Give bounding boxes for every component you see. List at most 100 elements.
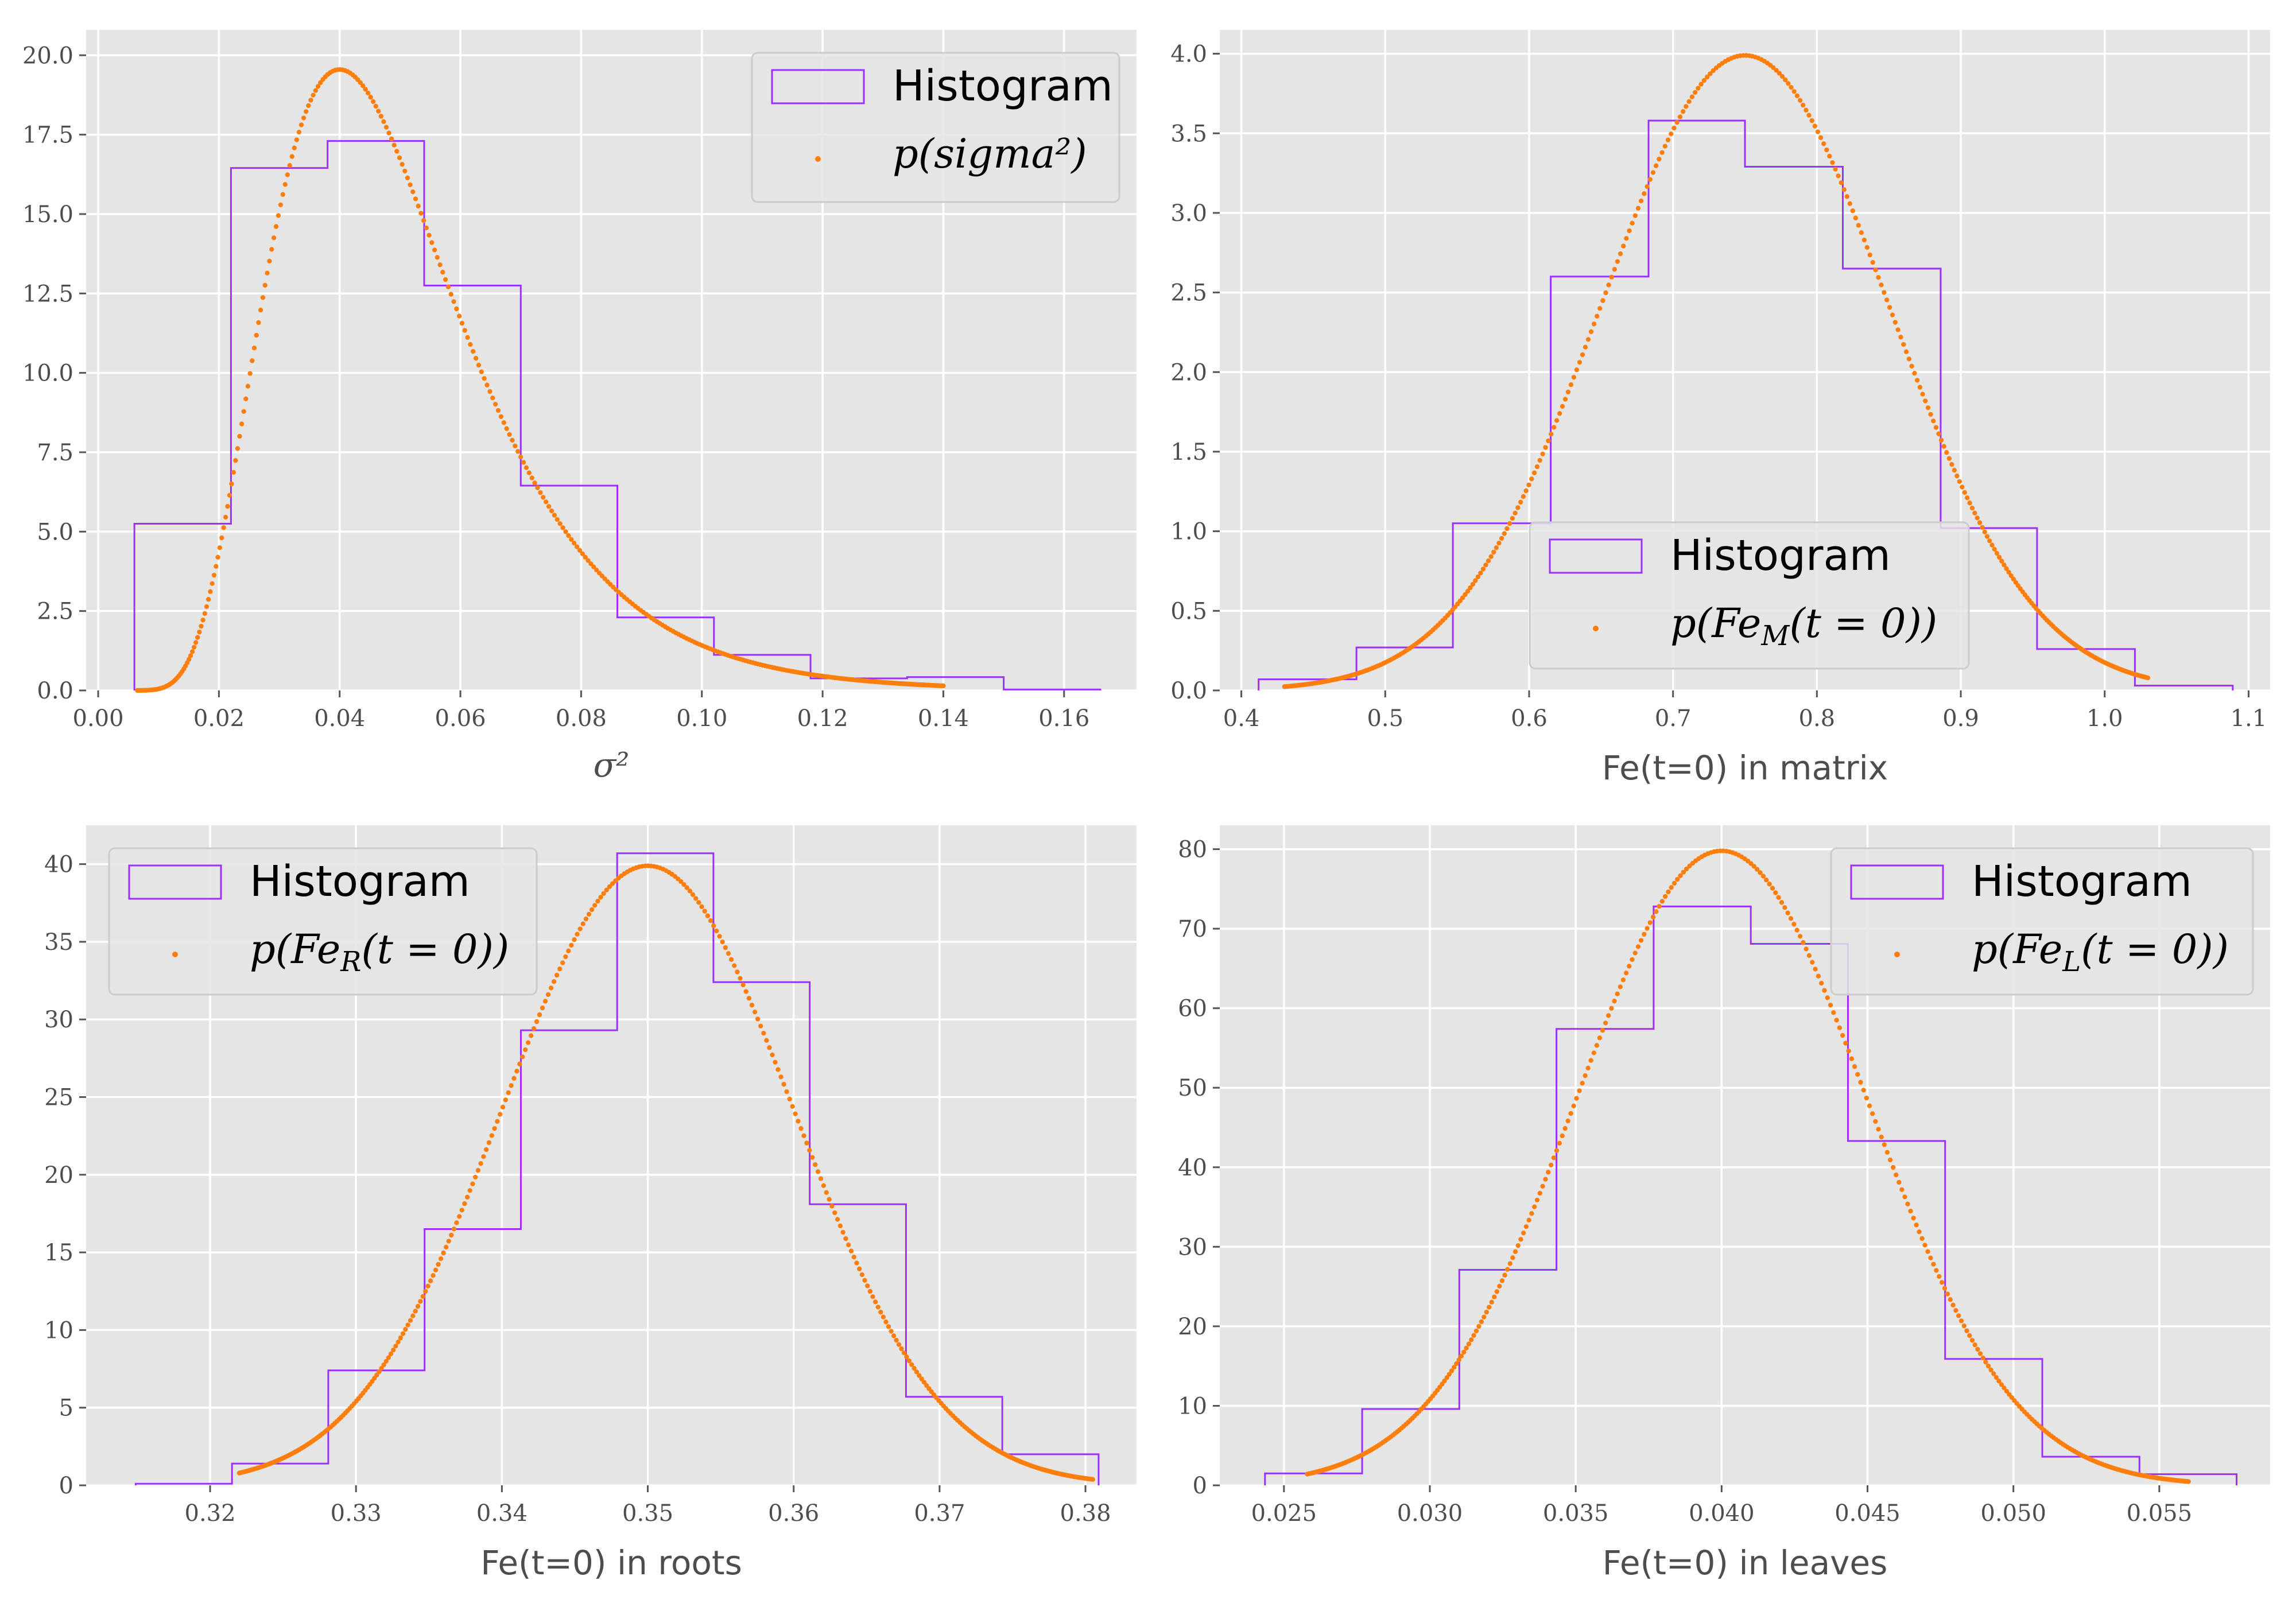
pdf-point bbox=[233, 458, 238, 463]
pdf-point bbox=[445, 284, 451, 290]
chart-panel-fe_roots: 0.32 0.33 0.34 0.35 0.36 0.37 0.38 0 5 10 15 20 25 30… bbox=[44, 825, 1137, 1582]
pdf-point bbox=[1510, 515, 1515, 521]
pdf-point bbox=[580, 551, 585, 557]
pdf-point bbox=[807, 1148, 812, 1153]
pdf-point bbox=[1816, 973, 1821, 979]
pdf-point bbox=[810, 1155, 815, 1160]
pdf-point bbox=[481, 1154, 486, 1159]
x-tick-label: 0.030 bbox=[1397, 1500, 1463, 1527]
pdf-point bbox=[1867, 252, 1872, 258]
pdf-point bbox=[796, 1119, 801, 1124]
pdf-point bbox=[1526, 482, 1531, 488]
y-tick-label: 15.0 bbox=[22, 201, 73, 228]
pdf-point bbox=[801, 1133, 806, 1139]
pdf-point bbox=[1925, 405, 1931, 410]
pdf-point bbox=[1554, 1148, 1560, 1153]
chart-panel-fe_leaves: 0.025 0.030 0.035 0.040 0.045 0.050 0.055 0 10 20… bbox=[1178, 825, 2270, 1582]
pdf-point bbox=[572, 937, 577, 942]
pdf-point bbox=[1510, 1255, 1515, 1260]
x-tick-label: 0.04 bbox=[314, 705, 365, 732]
pdf-point bbox=[1444, 1375, 1449, 1380]
pdf-point bbox=[454, 1220, 459, 1225]
pdf-point bbox=[601, 891, 606, 896]
x-tick-label: 1.0 bbox=[2086, 705, 2123, 732]
pdf-point bbox=[878, 1310, 883, 1315]
pdf-point bbox=[793, 1111, 798, 1116]
y-tick-label: 0 bbox=[1193, 1473, 1207, 1499]
y-tick-label: 0 bbox=[59, 1473, 73, 1499]
pdf-point bbox=[217, 545, 223, 550]
y-tick-label: 17.5 bbox=[22, 122, 73, 149]
pdf-point bbox=[1908, 1209, 1913, 1214]
x-tick-label: 0.050 bbox=[1980, 1500, 2046, 1527]
pdf-point bbox=[574, 544, 580, 549]
pdf-point bbox=[1977, 520, 1983, 525]
pdf-point bbox=[1969, 506, 1975, 511]
pdf-point bbox=[1669, 131, 1674, 137]
pdf-point bbox=[1961, 1323, 1967, 1329]
pdf-point bbox=[1901, 341, 1906, 347]
pdf-point bbox=[899, 1346, 904, 1352]
legend-pdf-label: p(FeR(t = 0)) bbox=[250, 926, 509, 978]
pdf-point bbox=[1831, 1010, 1836, 1015]
pdf-point bbox=[1844, 194, 1849, 199]
pdf-point bbox=[304, 109, 309, 114]
pdf-point bbox=[914, 1369, 920, 1375]
legend-histogram-label: Histogram bbox=[1972, 857, 2192, 906]
pdf-point bbox=[1992, 546, 1997, 552]
pdf-point bbox=[1933, 425, 1939, 430]
pdf-point bbox=[1906, 356, 1912, 362]
pdf-point bbox=[1898, 335, 1903, 340]
pdf-point bbox=[1591, 1050, 1596, 1055]
y-tick-label: 10 bbox=[1178, 1393, 1207, 1419]
pdf-point bbox=[432, 247, 437, 253]
pdf-point bbox=[1920, 391, 1925, 397]
pdf-point bbox=[504, 426, 509, 432]
pdf-point bbox=[684, 885, 689, 890]
pdf-point bbox=[456, 1214, 462, 1219]
pdf-point bbox=[1948, 1297, 1953, 1302]
y-tick-label: 40 bbox=[44, 852, 73, 878]
pdf-point bbox=[1890, 312, 1895, 317]
pdf-point bbox=[459, 321, 465, 326]
pdf-point bbox=[1779, 73, 1785, 79]
pdf-point bbox=[1630, 220, 1635, 226]
pdf-point bbox=[446, 1239, 451, 1244]
x-tick-label: 0.33 bbox=[331, 1500, 382, 1527]
pdf-point bbox=[1890, 1165, 1896, 1170]
pdf-point bbox=[1632, 213, 1638, 218]
pdf-point bbox=[1896, 1179, 1902, 1185]
pdf-point bbox=[1938, 437, 1944, 443]
x-tick-label: 0.4 bbox=[1223, 705, 1260, 732]
pdf-point bbox=[507, 432, 512, 437]
pdf-point bbox=[1813, 966, 1818, 972]
pdf-point bbox=[517, 1061, 522, 1067]
chart-panel-fe_matrix: 0.4 0.5 0.6 0.7 0.8 0.9 1.0 1.1 0.0 0.5 1.0 1.5 2.0 2… bbox=[1170, 30, 2270, 787]
pdf-point bbox=[1557, 1140, 1562, 1146]
pdf-point bbox=[1585, 1065, 1591, 1071]
pdf-point bbox=[1657, 156, 1662, 162]
pdf-point bbox=[1988, 1367, 1994, 1373]
pdf-point bbox=[1999, 558, 2004, 564]
pdf-point bbox=[403, 1327, 408, 1332]
pdf-point bbox=[1773, 890, 1778, 895]
pdf-point bbox=[1531, 1204, 1537, 1209]
pdf-point bbox=[1090, 1477, 1095, 1482]
pdf-point bbox=[1568, 382, 1574, 387]
pdf-point bbox=[1911, 1216, 1916, 1221]
pdf-point bbox=[376, 108, 381, 114]
pdf-point bbox=[1909, 363, 1914, 369]
pdf-point bbox=[1882, 290, 1887, 295]
pdf-point bbox=[726, 951, 731, 956]
pdf-point bbox=[881, 1314, 886, 1320]
pdf-point bbox=[1934, 1268, 1939, 1273]
pdf-point bbox=[1459, 1353, 1464, 1358]
pdf-point bbox=[1987, 538, 1992, 544]
pdf-point bbox=[856, 1266, 862, 1272]
pdf-point bbox=[1653, 163, 1659, 168]
pdf-point bbox=[720, 939, 725, 945]
pdf-point bbox=[1996, 554, 2002, 560]
pdf-point bbox=[1903, 349, 1909, 355]
pdf-point bbox=[548, 985, 554, 991]
pdf-point bbox=[498, 414, 504, 420]
